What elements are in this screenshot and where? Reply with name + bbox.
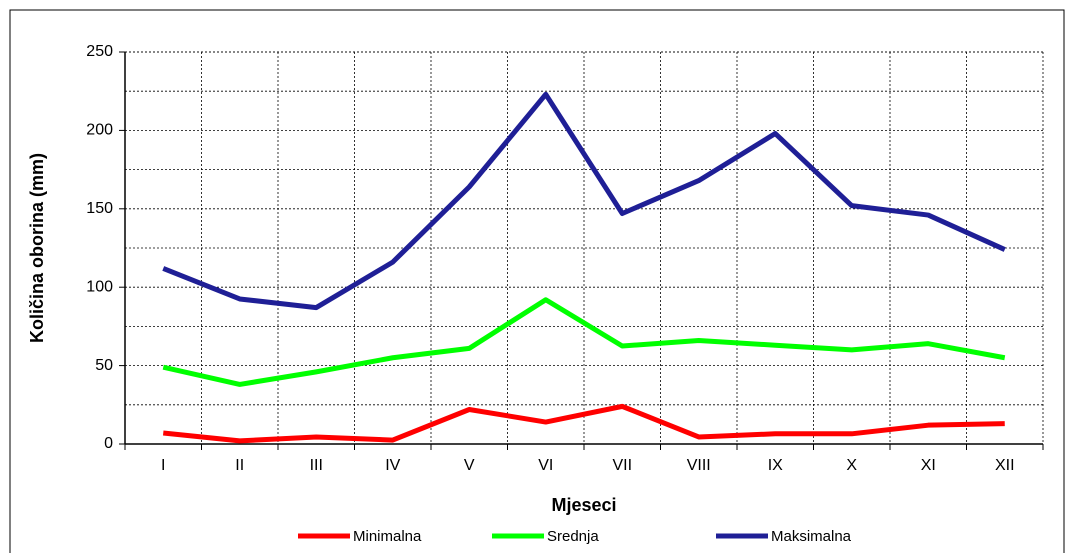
- x-axis-title: Mjeseci: [551, 495, 616, 515]
- legend-label: Srednja: [547, 528, 599, 545]
- line-series: [162, 297, 1006, 387]
- y-tick-label: 0: [104, 435, 113, 452]
- x-tick-label: IV: [385, 457, 400, 474]
- x-tick-label: II: [235, 457, 244, 474]
- x-tick-label: V: [464, 457, 475, 474]
- y-tick-label: 150: [86, 200, 113, 217]
- x-tick-label: VIII: [687, 457, 711, 474]
- line-series: [162, 91, 1006, 311]
- legend-label: Minimalna: [353, 528, 422, 545]
- x-tick-label: I: [161, 457, 165, 474]
- x-tick-label: IX: [768, 457, 783, 474]
- x-tick-label: XI: [921, 457, 936, 474]
- x-tick-label: VII: [612, 457, 632, 474]
- legend-label: Maksimalna: [771, 528, 852, 545]
- y-tick-label: 200: [86, 122, 113, 139]
- y-tick-label: 100: [86, 278, 113, 295]
- x-tick-label: III: [310, 457, 323, 474]
- frame: [9, 9, 1065, 553]
- x-tick-label: VI: [538, 457, 553, 474]
- x-tick-label: XII: [995, 457, 1015, 474]
- y-axis-title: Količina oborina (mm): [27, 153, 47, 343]
- y-tick-label: 250: [86, 43, 113, 60]
- y-tick-label: 50: [95, 357, 113, 374]
- x-tick-label: X: [846, 457, 857, 474]
- line-series: [162, 403, 1005, 444]
